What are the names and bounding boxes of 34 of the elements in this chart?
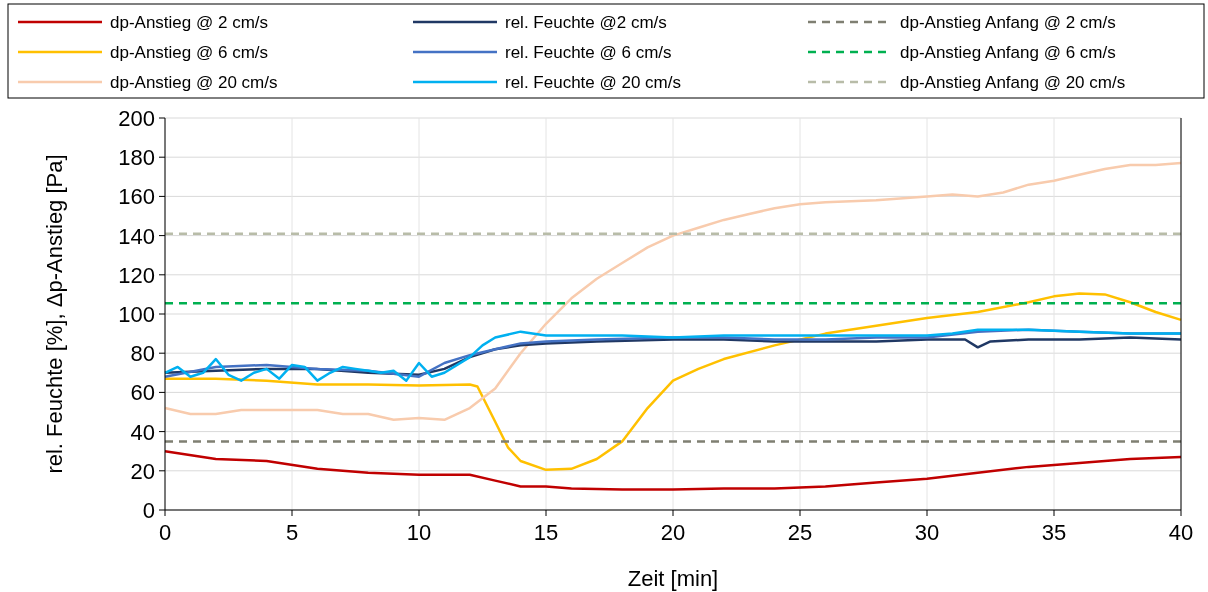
x-tick-label: 10 (406, 520, 432, 545)
line-series (163, 292, 1183, 472)
y-tick-label: 20 (130, 458, 155, 484)
x-tick-label: 30 (914, 520, 940, 545)
legend-label: dp-Anstieg @ 2 cm/s (110, 13, 269, 32)
legend-label: dp-Anstieg @ 20 cm/s (110, 73, 278, 92)
y-tick-label: 60 (130, 380, 155, 406)
y-tick-label: 80 (130, 341, 155, 367)
x-tick-label: 40 (1168, 520, 1194, 545)
legend-label: dp-Anstieg @ 6 cm/s (110, 43, 269, 62)
legend-label: rel. Feuchte @ 6 cm/s (505, 43, 672, 62)
legend-label: dp-Anstieg Anfang @ 20 cm/s (900, 73, 1126, 92)
x-tick-label: 0 (158, 520, 172, 545)
y-tick-label: 100 (118, 302, 155, 327)
y-tick-label: 140 (118, 223, 155, 249)
x-tick-label: 15 (533, 520, 559, 545)
y-tick-label: 40 (130, 419, 155, 445)
y-axis-title: rel. Feuchte [%], Δp-Anstieg [Pa] (42, 154, 67, 474)
line-series (163, 449, 1183, 491)
legend-label: dp-Anstieg Anfang @ 6 cm/s (900, 43, 1116, 62)
y-tick-label: 200 (118, 106, 155, 131)
x-tick-label: 20 (660, 520, 686, 545)
x-tick-label: 35 (1041, 520, 1067, 545)
legend-label: dp-Anstieg Anfang @ 2 cm/s (900, 13, 1116, 32)
y-tick-label: 120 (118, 262, 155, 288)
line-series (163, 161, 1183, 422)
y-tick-label: 160 (118, 184, 155, 210)
x-tick-label: 5 (285, 520, 299, 545)
y-tick-label: 0 (142, 498, 155, 523)
x-axis-title: Zeit [min] (627, 566, 719, 591)
legend-label: rel. Feuchte @2 cm/s (505, 13, 667, 32)
x-tick-label: 25 (787, 520, 813, 545)
y-tick-label: 180 (118, 145, 155, 171)
legend-label: rel. Feuchte @ 20 cm/s (505, 73, 681, 92)
